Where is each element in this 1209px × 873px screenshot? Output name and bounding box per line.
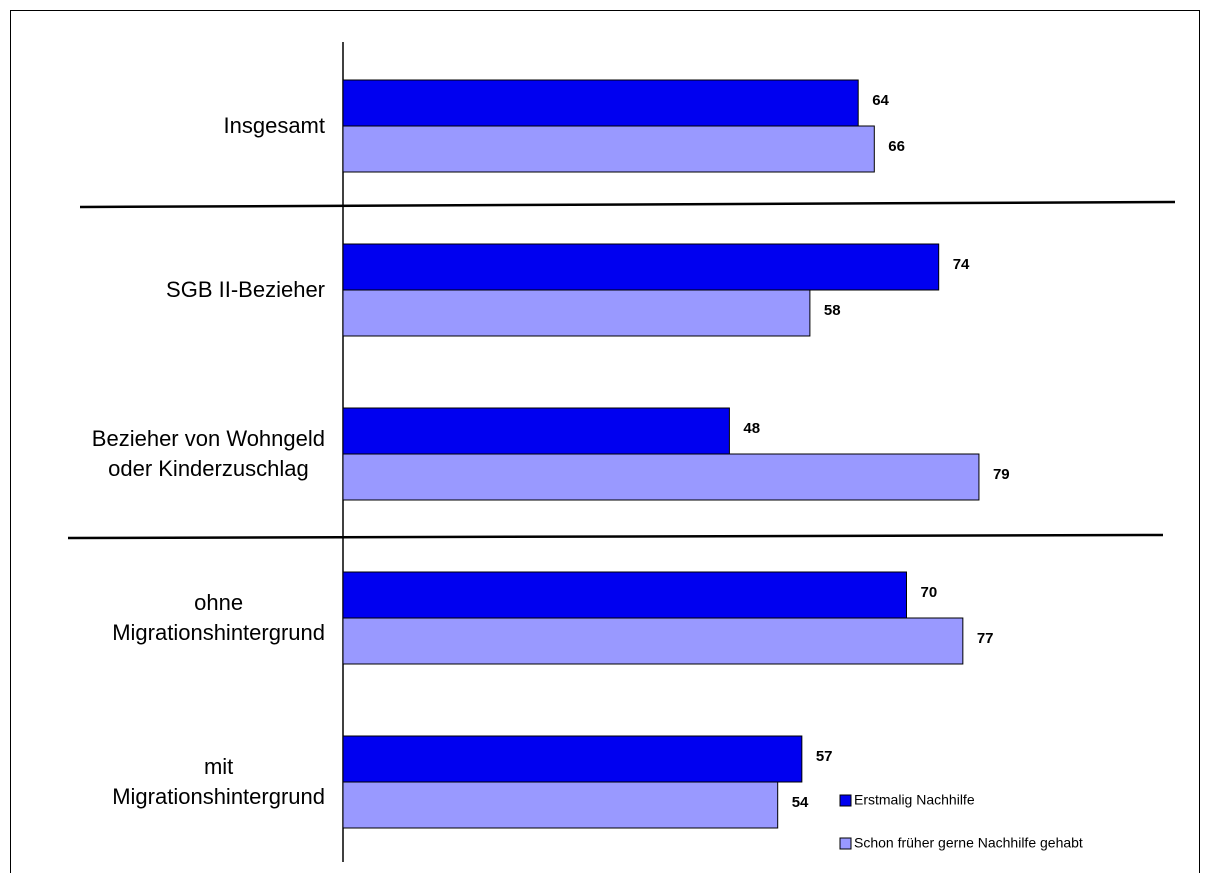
legend-swatch (839, 837, 852, 850)
value-label: 54 (792, 794, 809, 811)
value-label: 74 (953, 256, 970, 273)
category-label: Bezieher von Wohngeld oder Kinderzuschla… (91, 426, 325, 481)
legend-label: Schon früher gerne Nachhilfe gehabt (854, 835, 1083, 851)
separator (79, 200, 1176, 209)
category-label: ohne Migrationshintergrund (112, 590, 325, 645)
bar (342, 571, 907, 619)
value-label: 58 (824, 302, 841, 319)
value-label: 77 (977, 630, 994, 647)
bar (342, 243, 940, 291)
frame (10, 10, 1200, 873)
value-label: 66 (888, 138, 905, 155)
legend-swatch (839, 794, 852, 807)
bar (342, 453, 980, 501)
bar (342, 735, 803, 783)
bar (342, 125, 875, 173)
category-label: SGB II-Bezieher (166, 277, 325, 302)
legend-label: Erstmalig Nachhilfe (854, 792, 975, 808)
value-label: 70 (921, 584, 938, 601)
value-label: 79 (993, 466, 1010, 483)
bar (342, 79, 859, 127)
bar (342, 781, 779, 829)
value-label: 57 (816, 748, 833, 765)
category-label: mit Migrationshintergrund (112, 754, 325, 809)
category-label: Insgesamt (223, 113, 326, 138)
separator (67, 533, 1164, 540)
value-label: 48 (743, 420, 760, 437)
bar (342, 407, 730, 455)
bar (342, 617, 964, 665)
value-label: 64 (872, 92, 889, 109)
bar (342, 289, 811, 337)
